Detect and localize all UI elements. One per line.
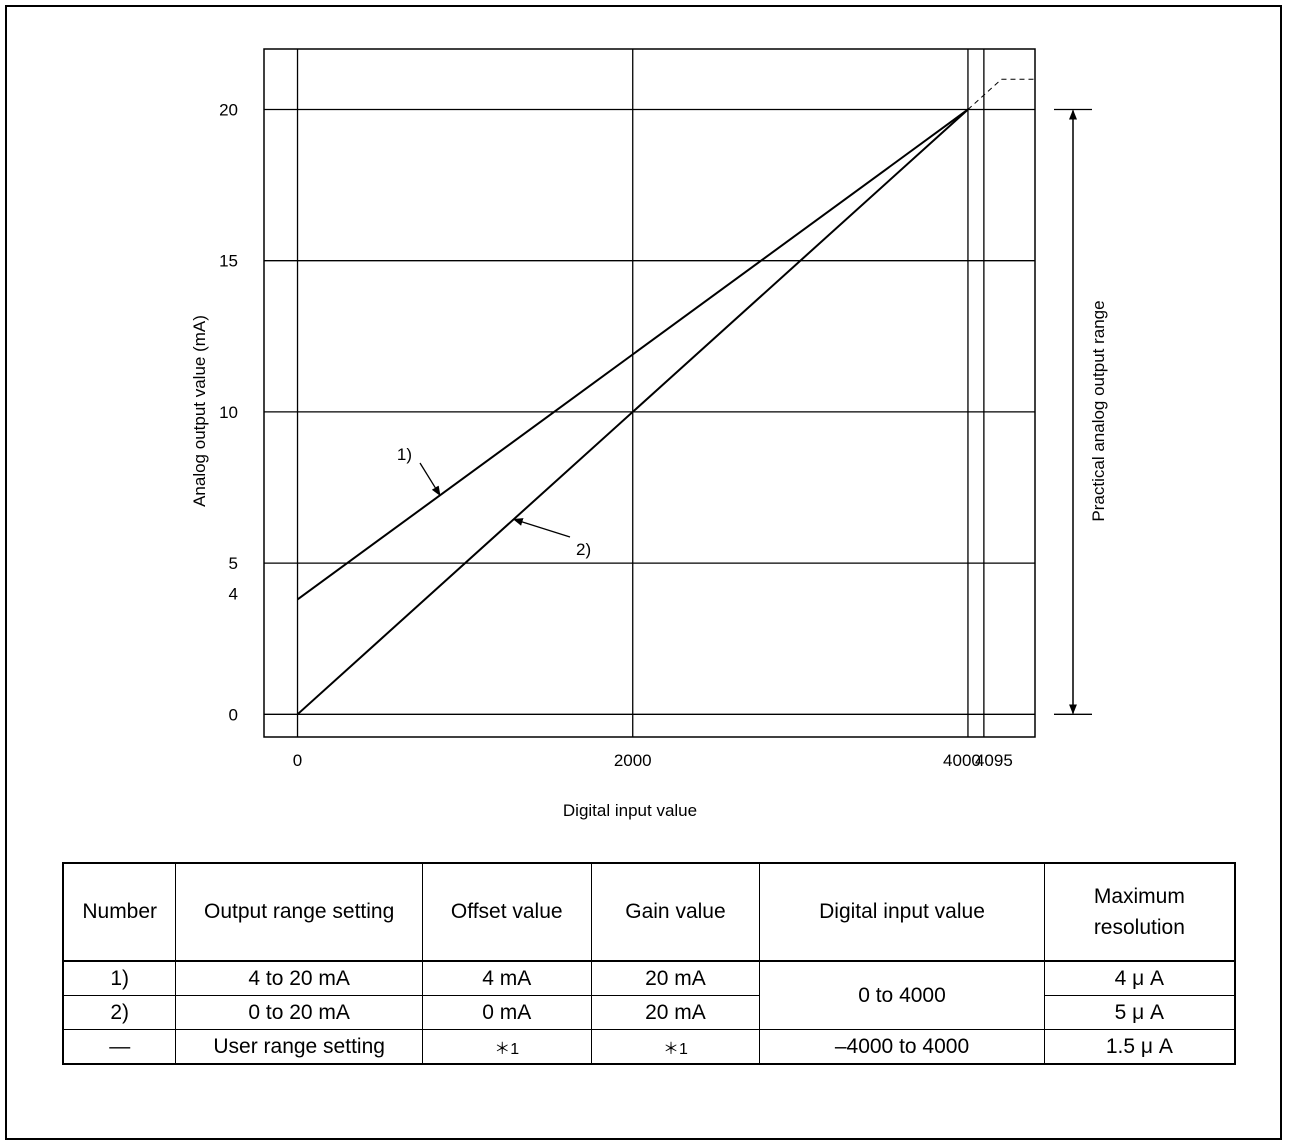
x-tick-label: 4095	[975, 751, 1013, 770]
table-row: 1) 4 to 20 mA 4 mA 20 mA 0 to 4000 4 μ A	[62, 960, 1236, 1030]
cell-number: 1)	[62, 960, 177, 996]
series-line-1	[296, 108, 969, 601]
saturation-dashed-line	[967, 78, 1002, 110]
header-gain: Gain value	[590, 862, 761, 962]
y-tick-label: 10	[219, 403, 238, 422]
header-digital-input: Digital input value	[759, 862, 1045, 962]
x-tick-label: 2000	[614, 751, 652, 770]
series-label-1: 1)	[397, 445, 412, 464]
y-axis-label: Analog output value (mA)	[190, 315, 209, 507]
plot-frame	[263, 48, 1036, 738]
callout-arrow-1	[419, 462, 441, 497]
cell-number: 2)	[62, 995, 177, 1030]
practical-range-label: Practical analog output range	[1089, 300, 1108, 521]
cell-output-range: 4 to 20 mA	[175, 960, 423, 996]
series-line-2	[296, 108, 969, 716]
table-row: 2) 0 to 20 mA 0 mA 20 mA 5 μ A	[62, 995, 1236, 1030]
cell-output-range: User range setting	[175, 1029, 423, 1065]
x-tick-label: 4000	[943, 751, 981, 770]
y-tick-label: 5	[229, 554, 238, 573]
cell-gain: 20 mA	[590, 995, 761, 1030]
y-tick-label: 4	[229, 584, 238, 603]
cell-gain: 20 mA	[590, 960, 761, 996]
y-tick-label: 20	[219, 100, 238, 119]
cell-offset: ＊1	[421, 1029, 592, 1065]
header-number: Number	[62, 862, 177, 962]
cell-output-range: 0 to 20 mA	[175, 995, 423, 1030]
table-row: — User range setting ＊1 ＊1 –4000 to 4000…	[62, 1029, 1236, 1065]
chart-annotations: 1) 2)	[397, 108, 1092, 715]
header-output-range: Output range setting	[175, 862, 423, 962]
x-tick-label: 0	[293, 751, 302, 770]
table-header-row: Number Output range setting Offset value…	[62, 862, 1236, 962]
cell-digital-input: –4000 to 4000	[759, 1029, 1045, 1065]
x-axis-label: Digital input value	[563, 801, 697, 820]
cell-max-resolution: 1.5 μ A	[1043, 1029, 1236, 1065]
range-settings-table: Number Output range setting Offset value…	[62, 862, 1236, 1065]
header-max-resolution: Maximum resolution	[1043, 862, 1236, 962]
cell-max-resolution: 5 μ A	[1043, 995, 1236, 1030]
cell-number: —	[62, 1029, 177, 1065]
y-tick-label: 0	[229, 705, 238, 724]
cell-offset: 4 mA	[421, 960, 592, 996]
cell-gain: ＊1	[590, 1029, 761, 1065]
y-tick-label: 15	[219, 252, 238, 271]
chart-grid	[263, 48, 1036, 738]
cell-digital-input: 0 to 4000	[759, 960, 1045, 1030]
header-offset: Offset value	[421, 862, 592, 962]
cell-offset: 0 mA	[421, 995, 592, 1030]
figure-frame	[5, 5, 1282, 1140]
callout-arrow-2	[512, 518, 571, 538]
cell-max-resolution: 4 μ A	[1043, 960, 1236, 996]
series-label-2: 2)	[576, 540, 591, 559]
chart-series	[296, 78, 1035, 716]
